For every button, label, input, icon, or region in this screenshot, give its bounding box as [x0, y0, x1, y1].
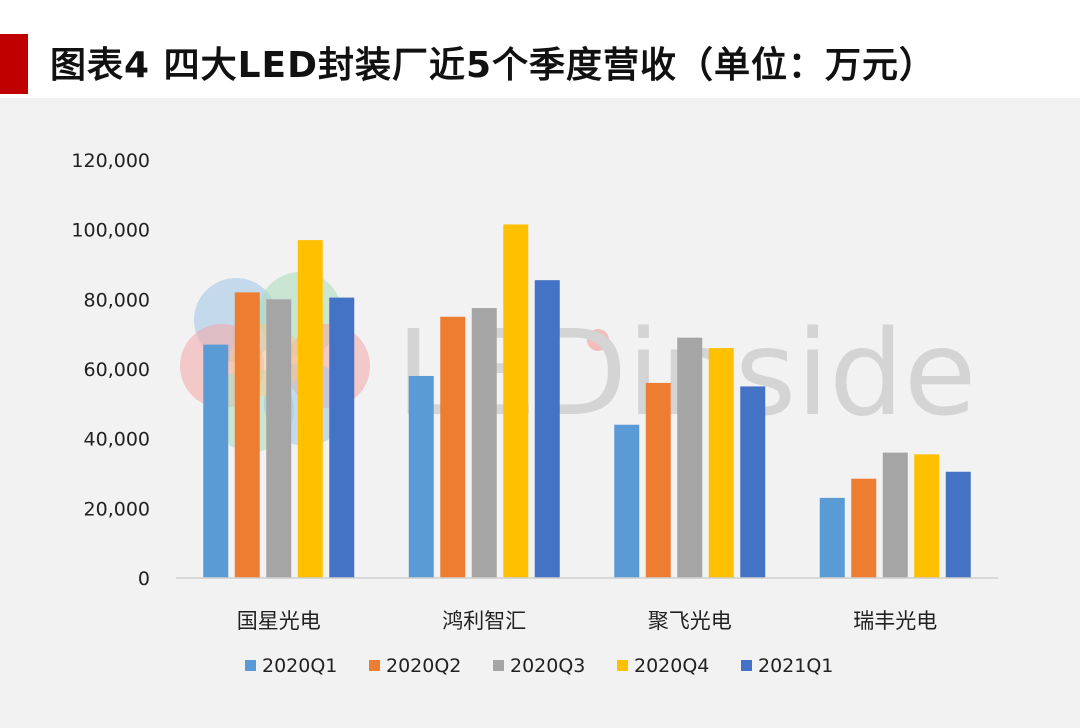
y-tick-label: 80,000	[84, 289, 150, 311]
bar	[708, 348, 734, 578]
x-category-label: 鸿利智汇	[442, 609, 526, 633]
bar	[503, 224, 529, 579]
bar-chart: LEDinside 020,00040,00060,00080,000100,0…	[71, 150, 998, 677]
bar	[819, 497, 845, 578]
bar	[740, 386, 766, 578]
y-tick-label: 20,000	[84, 498, 150, 520]
bar	[851, 478, 877, 578]
bar	[234, 292, 260, 578]
x-category-label: 瑞丰光电	[853, 609, 937, 633]
x-category-label: 国星光电	[237, 609, 321, 633]
y-tick-label: 100,000	[71, 220, 150, 242]
y-tick-label: 40,000	[84, 429, 150, 451]
y-tick-label: 60,000	[84, 359, 150, 381]
bar	[914, 454, 940, 578]
legend-swatch	[741, 660, 752, 671]
bar	[677, 337, 703, 578]
legend-swatch	[617, 660, 628, 671]
bar	[440, 316, 466, 578]
bar	[645, 382, 671, 578]
bar	[471, 308, 497, 578]
bar	[329, 297, 355, 578]
title-bar: 图表4 四大LED封装厂近5个季度营收（单位：万元）	[0, 0, 1080, 98]
legend: 2020Q1 2020Q2 2020Q3 2020Q4 2021Q1	[245, 655, 833, 677]
bar	[882, 452, 908, 578]
x-category-label: 聚飞光电	[648, 609, 732, 633]
legend-label: 2020Q4	[634, 655, 709, 677]
chart-title: 图表4 四大LED封装厂近5个季度营收（单位：万元）	[50, 45, 937, 86]
bar	[266, 299, 292, 578]
legend-label: 2020Q2	[386, 655, 461, 677]
bar	[408, 375, 434, 578]
y-axis: 0 20,000 40,000 60,000 80,000 100,000 120,000	[71, 150, 150, 590]
bar	[297, 240, 323, 578]
bar	[534, 280, 560, 578]
y-tick-label: 120,000	[71, 150, 150, 172]
legend-label: 2020Q1	[262, 655, 337, 677]
bar	[614, 424, 640, 578]
legend-swatch	[369, 660, 380, 671]
legend-label: 2020Q3	[510, 655, 585, 677]
bar	[945, 471, 971, 578]
watermark-dot	[587, 329, 609, 351]
x-axis: 国星光电 鸿利智汇 聚飞光电 瑞丰光电	[176, 577, 998, 633]
legend-label: 2021Q1	[758, 655, 833, 677]
bars	[203, 224, 971, 579]
bar	[203, 344, 229, 578]
y-tick-label: 0	[138, 568, 150, 590]
legend-swatch	[493, 660, 504, 671]
title-accent-bar	[0, 34, 28, 94]
legend-swatch	[245, 660, 256, 671]
